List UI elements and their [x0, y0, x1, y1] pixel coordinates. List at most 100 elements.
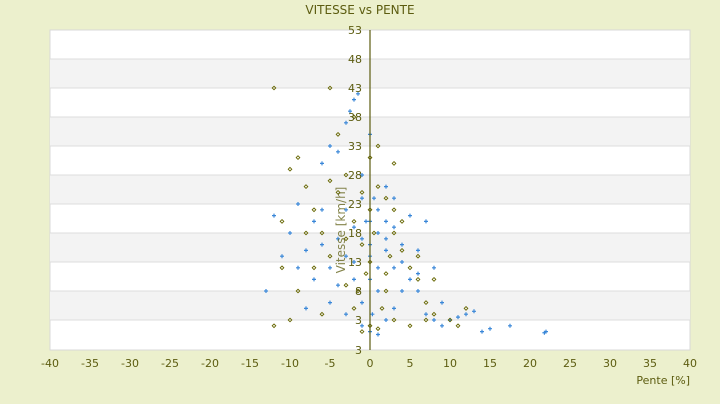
data-point-blue [320, 207, 324, 212]
data-point-blue [328, 144, 332, 148]
x-tick-label: -10 [281, 357, 299, 370]
x-tick-label: -5 [325, 357, 336, 370]
data-point-blue [336, 236, 340, 241]
data-point-olive [463, 305, 469, 311]
y-axis-bottom-label: 3 [355, 344, 362, 357]
data-point-blue [480, 329, 484, 334]
y-tick-label: 28 [348, 169, 362, 182]
data-point-olive [407, 265, 413, 271]
data-point-olive [319, 230, 325, 236]
x-tick-label: 0 [367, 357, 374, 370]
data-point-blue [392, 306, 396, 311]
data-point-blue [384, 236, 388, 241]
data-point-blue [400, 242, 404, 247]
data-point-olive [375, 184, 381, 190]
data-point-olive [447, 317, 453, 323]
data-point-blue [416, 289, 420, 293]
data-point-olive [391, 207, 397, 213]
x-tick-label: -15 [241, 357, 259, 370]
x-axis-label: Pente [%] [636, 374, 690, 387]
data-point-olive [303, 230, 309, 236]
data-point-olive [387, 253, 393, 259]
x-tick-label: 25 [563, 357, 577, 370]
data-point-olive [391, 317, 397, 323]
data-point-olive [311, 265, 317, 271]
x-tick-label: 20 [523, 357, 537, 370]
data-point-olive [431, 276, 437, 282]
data-point-olive [359, 189, 365, 195]
data-point-blue [408, 277, 412, 282]
data-point-olive [343, 236, 349, 242]
data-point-blue [288, 231, 292, 235]
data-point-blue [296, 202, 300, 206]
data-point-blue [488, 326, 492, 331]
data-point-olive [399, 218, 405, 224]
data-point-blue [320, 161, 324, 166]
data-point-olive [335, 131, 341, 137]
data-point-blue [312, 219, 316, 224]
data-point-olive [407, 323, 413, 329]
x-tick-label: 5 [407, 357, 414, 370]
data-point-blue [360, 300, 364, 305]
data-point-olive [383, 288, 389, 294]
data-point-olive [311, 207, 317, 213]
data-point-blue [344, 207, 348, 212]
data-point-blue [348, 109, 352, 114]
data-point-blue [392, 265, 396, 270]
data-point-blue [432, 318, 436, 322]
x-tick-label: -20 [201, 357, 219, 370]
chart-title: VITESSE vs PENTE [305, 3, 414, 17]
data-point-blue [328, 300, 332, 305]
data-point-olive [359, 242, 365, 248]
x-tick-label: -25 [161, 357, 179, 370]
data-point-olive [415, 253, 421, 259]
data-point-blue [352, 277, 356, 282]
data-point-olive [279, 218, 285, 224]
data-point-blue [424, 219, 428, 224]
data-point-olive [327, 253, 333, 259]
x-tick-label: 35 [643, 357, 657, 370]
data-point-olive [383, 195, 389, 201]
data-point-blue [364, 219, 368, 224]
data-point-olive [383, 271, 389, 277]
data-point-blue [400, 289, 404, 293]
data-point-blue [508, 323, 512, 328]
data-points [264, 85, 548, 337]
data-point-olive [375, 326, 381, 332]
y-tick-label: 33 [348, 140, 362, 153]
y-tick-label: 48 [348, 53, 362, 66]
y-tick-label: 43 [348, 82, 362, 95]
data-point-blue [372, 196, 376, 201]
data-point-blue [304, 306, 308, 311]
data-point-blue [320, 242, 324, 247]
data-point-blue [542, 330, 547, 335]
data-point-olive [415, 276, 421, 282]
data-point-blue [360, 323, 364, 328]
data-point-blue [356, 91, 360, 96]
data-point-olive [423, 300, 429, 306]
data-point-blue [400, 260, 404, 264]
data-point-blue [328, 265, 332, 270]
y-tick-label: 38 [348, 111, 362, 124]
data-point-blue [344, 254, 348, 259]
data-point-blue [376, 231, 380, 235]
data-point-olive [343, 172, 349, 178]
data-point-olive [343, 282, 349, 288]
data-point-blue [432, 265, 436, 270]
data-point-blue [384, 219, 388, 224]
data-point-blue [370, 312, 375, 317]
data-point-olive [375, 143, 381, 149]
data-point-blue [424, 312, 428, 317]
data-point-blue [304, 248, 308, 253]
data-point-olive [303, 184, 309, 190]
data-point-blue [464, 312, 468, 317]
data-point-olive [351, 218, 357, 224]
x-tick-label: 10 [443, 357, 457, 370]
data-point-olive [399, 247, 405, 253]
x-tick-label: 30 [603, 357, 617, 370]
data-point-olive [359, 329, 365, 335]
data-point-blue [280, 254, 284, 259]
data-point-olive [295, 155, 301, 161]
x-tick-label: 15 [483, 357, 497, 370]
